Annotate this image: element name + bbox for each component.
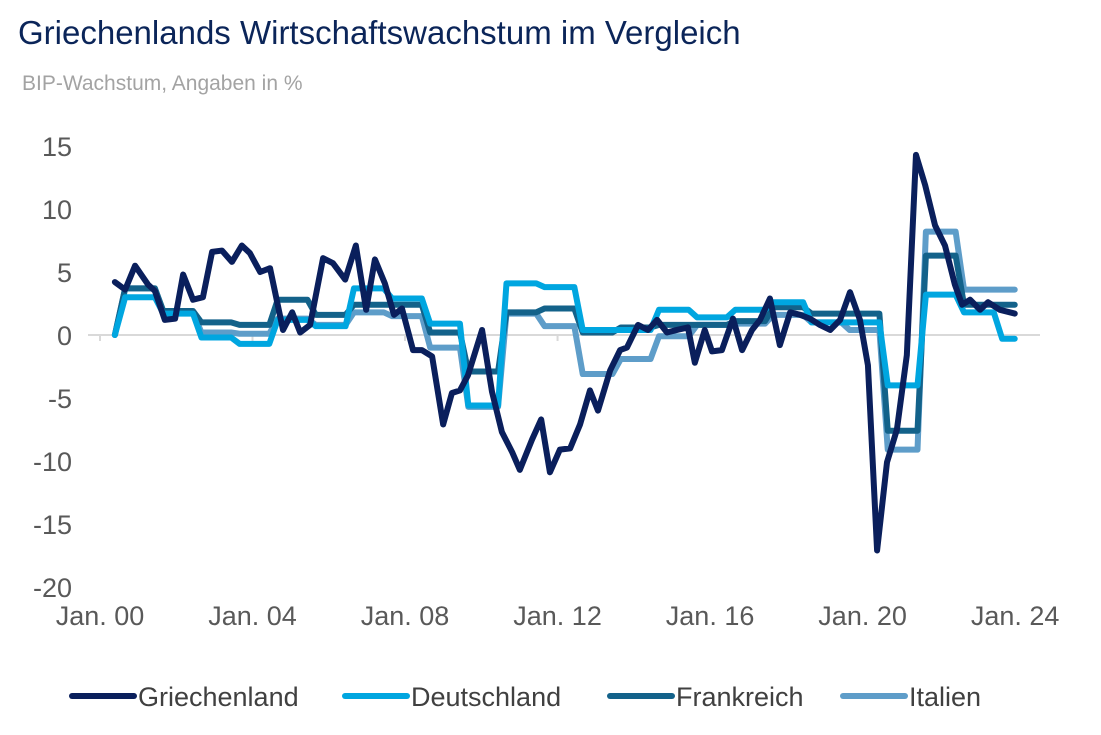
- y-tick-label: -15: [33, 510, 72, 540]
- legend-label: Griechenland: [138, 682, 299, 712]
- y-tick-label: 10: [42, 195, 72, 225]
- y-tick-label: -10: [33, 447, 72, 477]
- x-tick-label: Jan. 08: [361, 601, 450, 631]
- legend: Griechenland Deutschland Frankreich Italien: [69, 682, 981, 712]
- y-tick-label: 15: [42, 132, 72, 162]
- legend-item-italien: Italien: [840, 682, 981, 712]
- legend-label: Deutschland: [411, 682, 561, 712]
- x-tick-label: Jan. 24: [971, 601, 1060, 631]
- y-tick-label: 5: [57, 258, 72, 288]
- legend-label: Frankreich: [676, 682, 804, 712]
- series-line-griechenland: [111, 151, 1018, 554]
- legend-label: Italien: [909, 682, 981, 712]
- y-tick-label: 0: [57, 321, 72, 351]
- chart-title: Griechenlands Wirtschaftswachstum im Ver…: [18, 14, 741, 51]
- legend-item-frankreich: Frankreich: [607, 682, 804, 712]
- y-tick-label: -20: [33, 573, 72, 603]
- legend-item-griechenland: Griechenland: [69, 682, 299, 712]
- x-tick-label: Jan. 20: [818, 601, 907, 631]
- x-tick-label: Jan. 00: [56, 601, 145, 631]
- x-tick-label: Jan. 12: [513, 601, 602, 631]
- x-tick-label: Jan. 04: [208, 601, 297, 631]
- y-tick-label: -5: [48, 384, 72, 414]
- series-line-deutschland: [111, 280, 1018, 409]
- series-lines: [111, 151, 1018, 554]
- x-tick-label: Jan. 16: [666, 601, 755, 631]
- chart-subtitle: BIP-Wachstum, Angaben in %: [22, 72, 303, 95]
- legend-item-deutschland: Deutschland: [342, 682, 561, 712]
